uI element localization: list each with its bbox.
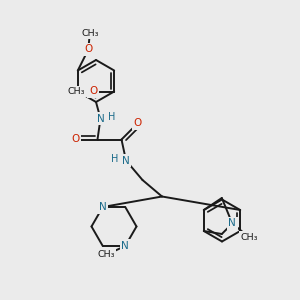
Text: H: H — [108, 112, 116, 122]
Text: H: H — [111, 154, 118, 164]
Text: N: N — [99, 202, 106, 212]
Text: N: N — [122, 241, 129, 251]
Text: CH₃: CH₃ — [68, 87, 85, 96]
Text: O: O — [89, 86, 97, 97]
Text: N: N — [97, 113, 104, 124]
Text: N: N — [122, 155, 130, 166]
Text: N: N — [228, 218, 236, 229]
Text: O: O — [71, 134, 79, 145]
Text: CH₃: CH₃ — [97, 250, 115, 260]
Text: O: O — [84, 44, 92, 55]
Text: CH₃: CH₃ — [81, 28, 99, 38]
Text: CH₃: CH₃ — [240, 232, 258, 242]
Text: O: O — [134, 118, 142, 128]
